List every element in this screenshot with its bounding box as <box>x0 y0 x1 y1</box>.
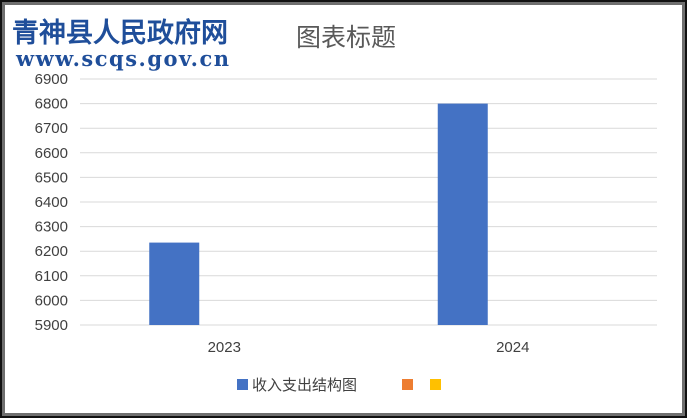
legend-swatch-2 <box>430 379 441 390</box>
chart-title: 图表标题 <box>296 23 396 52</box>
x-axis-ticks: 2023 2024 <box>208 339 530 356</box>
x-tick-label: 2023 <box>208 339 241 356</box>
legend-swatch-1 <box>402 379 413 390</box>
bar-2023-series-0 <box>149 242 200 325</box>
y-tick-label: 6100 <box>35 268 68 285</box>
y-tick-label: 6900 <box>35 71 68 88</box>
watermark-url: www.scqs.gov.cn <box>15 46 231 71</box>
y-axis-ticks: 6900 6800 6700 6600 6500 6400 6300 6200 6100 6000… <box>35 71 68 334</box>
y-tick-label: 6000 <box>35 292 68 309</box>
bar-2024-series-0 <box>437 103 488 325</box>
y-tick-label: 6500 <box>35 169 68 186</box>
legend-swatch-0 <box>237 379 248 390</box>
y-tick-label: 6300 <box>35 219 68 236</box>
legend: 收入支出结构图 <box>237 376 441 394</box>
y-tick-label: 6200 <box>35 243 68 260</box>
y-tick-label: 6600 <box>35 145 68 162</box>
y-tick-label: 5900 <box>35 317 68 334</box>
legend-label: 收入支出结构图 <box>252 376 357 394</box>
y-tick-label: 6400 <box>35 194 68 211</box>
y-tick-label: 6700 <box>35 120 68 137</box>
x-tick-label: 2024 <box>496 339 529 356</box>
bars <box>149 103 488 325</box>
watermark-site-name: 青神县人民政府网 <box>12 17 228 49</box>
y-tick-label: 6800 <box>35 96 68 113</box>
